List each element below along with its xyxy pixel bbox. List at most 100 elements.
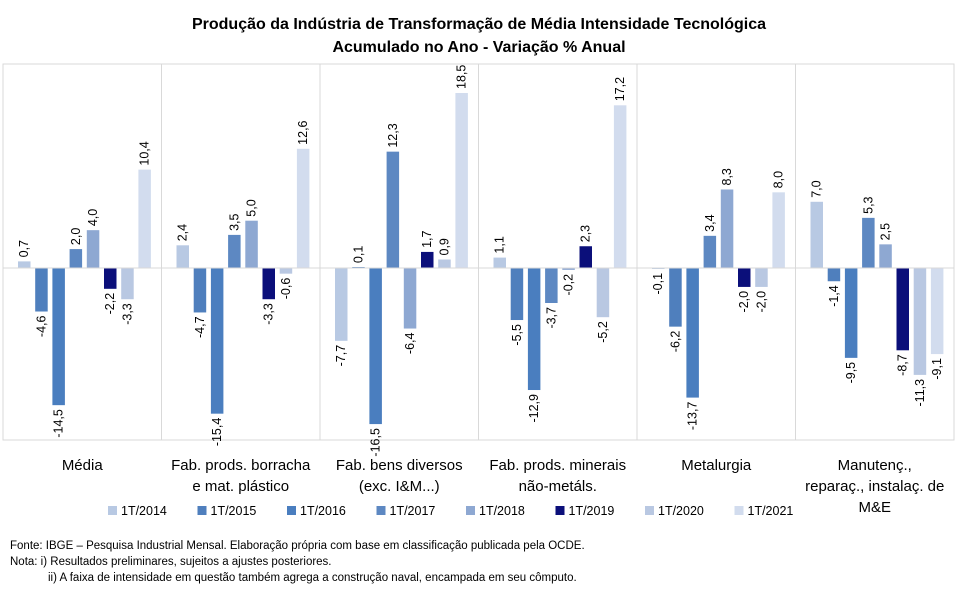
bar-1T/2017-cat-0 — [69, 249, 83, 268]
data-label: 3,4 — [703, 214, 717, 231]
legend-swatch — [734, 506, 744, 515]
bar-1T/2016-cat-4 — [686, 268, 699, 398]
legend-swatch — [287, 506, 296, 515]
legend-entry: 1T/2021 — [748, 504, 794, 518]
data-label: 0,7 — [17, 240, 31, 257]
data-label: -9,1 — [930, 358, 944, 380]
bar-1T/2016-cat-3 — [527, 268, 541, 391]
bar-1T/2014-cat-2 — [335, 268, 348, 341]
data-label: -8,7 — [896, 354, 910, 376]
data-label: -6,2 — [668, 331, 682, 353]
data-label: -2,2 — [103, 293, 117, 315]
data-label: -2,0 — [754, 291, 768, 313]
bar-1T/2020-cat-1 — [279, 268, 293, 274]
bar-1T/2021-cat-5 — [930, 268, 944, 355]
legend-entry: 1T/2017 — [390, 504, 436, 518]
data-label: -9,5 — [844, 362, 858, 384]
bar-1T/2014-cat-0 — [18, 261, 31, 268]
bar-1T/2017-cat-4 — [703, 235, 717, 268]
note-1: Nota: i) Resultados preliminares, sujeit… — [10, 556, 332, 568]
bar-1T/2016-cat-1 — [210, 268, 224, 414]
data-label: 2,3 — [579, 225, 593, 242]
data-label: -6,4 — [403, 333, 417, 355]
data-label: 17,2 — [613, 77, 627, 101]
plot-area: 0,7 2,4 -7,7 1,1 -0,1 7,0 -4,6 -4,7 0,1 -5,5 -6,2 -… — [2, 63, 955, 516]
legend: 1T/2014 1T/2015 1T/2016 1T/2017 1T/2018 1T/20… — [108, 504, 793, 518]
legend-entry: 1T/2019 — [569, 504, 615, 518]
data-label: -5,5 — [510, 324, 524, 346]
bar-1T/2015-cat-0 — [35, 268, 48, 312]
data-label: 5,0 — [245, 199, 259, 216]
category-label: Fab. bens diversos — [336, 457, 463, 474]
data-label: -0,2 — [562, 274, 576, 296]
legend-entry: 1T/2016 — [300, 504, 346, 518]
bar-1T/2015-cat-3 — [510, 268, 524, 321]
data-label: 0,9 — [437, 238, 451, 255]
legend-swatch — [197, 506, 207, 515]
bar-1T/2014-cat-5 — [810, 201, 823, 268]
bar-1T/2014-cat-1 — [176, 245, 189, 268]
bar-1T/2015-cat-1 — [193, 268, 207, 313]
bar-1T/2015-cat-4 — [669, 268, 682, 327]
bar-1T/2014-cat-3 — [493, 257, 506, 268]
data-label: 12,3 — [386, 123, 400, 147]
bar-1T/2019-cat-5 — [896, 268, 909, 351]
data-label: 12,6 — [296, 120, 310, 144]
bar-1T/2018-cat-5 — [879, 244, 892, 268]
bar-1T/2021-cat-4 — [772, 192, 785, 268]
bar-1T/2016-cat-2 — [369, 268, 382, 425]
bar-1T/2020-cat-5 — [913, 268, 927, 375]
data-label: 4,0 — [86, 209, 100, 226]
data-label: -0,1 — [651, 273, 665, 295]
data-label: -5,2 — [596, 321, 610, 343]
data-label: 18,5 — [455, 65, 469, 89]
chart-title: Produção da Indústria de Transformação d… — [192, 16, 766, 33]
data-label: 0,1 — [351, 246, 365, 263]
data-label: -4,7 — [193, 316, 207, 338]
legend-entry: 1T/2020 — [658, 504, 704, 518]
data-label: -3,7 — [544, 307, 558, 329]
category-label: e mat. plástico — [192, 478, 289, 495]
data-label: -13,7 — [686, 402, 700, 431]
bar-1T/2015-cat-5 — [827, 268, 841, 282]
bar-1T/2019-cat-0 — [104, 268, 117, 289]
data-label: 3,5 — [227, 213, 241, 230]
data-label: -3,3 — [120, 303, 134, 325]
data-label: 10,4 — [138, 141, 152, 165]
data-label: -7,7 — [334, 345, 348, 367]
category-label: não-metáls. — [519, 478, 597, 495]
legend-swatch — [645, 506, 654, 515]
category-label: Fab. prods. minerais — [489, 457, 626, 474]
bar-1T/2020-cat-4 — [755, 268, 768, 287]
bar-1T/2018-cat-2 — [403, 268, 417, 329]
bar-1T/2016-cat-5 — [844, 268, 858, 358]
legend-entry: 1T/2018 — [479, 504, 525, 518]
data-label: 1,7 — [420, 230, 434, 247]
bar-1T/2017-cat-3 — [545, 268, 558, 303]
legend-swatch — [466, 506, 475, 515]
legend-swatch — [108, 506, 117, 515]
legend-entry: 1T/2014 — [121, 504, 167, 518]
bar-1T/2017-cat-5 — [862, 217, 875, 268]
chart-subtitle: Acumulado no Ano - Variação % Anual — [332, 39, 625, 56]
bar-1T/2021-cat-0 — [138, 169, 151, 268]
data-label: -1,4 — [827, 285, 841, 307]
bar-1T/2017-cat-1 — [228, 234, 241, 268]
note-2: ii) A faixa de intensidade em questão ta… — [48, 572, 577, 584]
data-label: -2,0 — [737, 291, 751, 313]
legend-entry: 1T/2015 — [211, 504, 257, 518]
data-label: -12,9 — [527, 394, 541, 423]
bar-1T/2018-cat-1 — [245, 220, 258, 268]
data-label: 1,1 — [493, 236, 507, 253]
bar-1T/2020-cat-3 — [596, 268, 610, 318]
bar-1T/2021-cat-3 — [613, 105, 627, 268]
bar-1T/2016-cat-0 — [52, 268, 65, 406]
data-label: -16,5 — [369, 428, 383, 457]
category-label: (exc. I&M...) — [359, 478, 440, 495]
legend-swatch — [555, 506, 565, 515]
bar-1T/2019-cat-4 — [738, 268, 751, 287]
source-note: Fonte: IBGE – Pesquisa Industrial Mensal… — [10, 540, 585, 552]
bar-1T/2017-cat-2 — [386, 151, 400, 268]
category-label: Metalurgia — [681, 457, 752, 474]
bar-1T/2021-cat-1 — [296, 148, 310, 268]
